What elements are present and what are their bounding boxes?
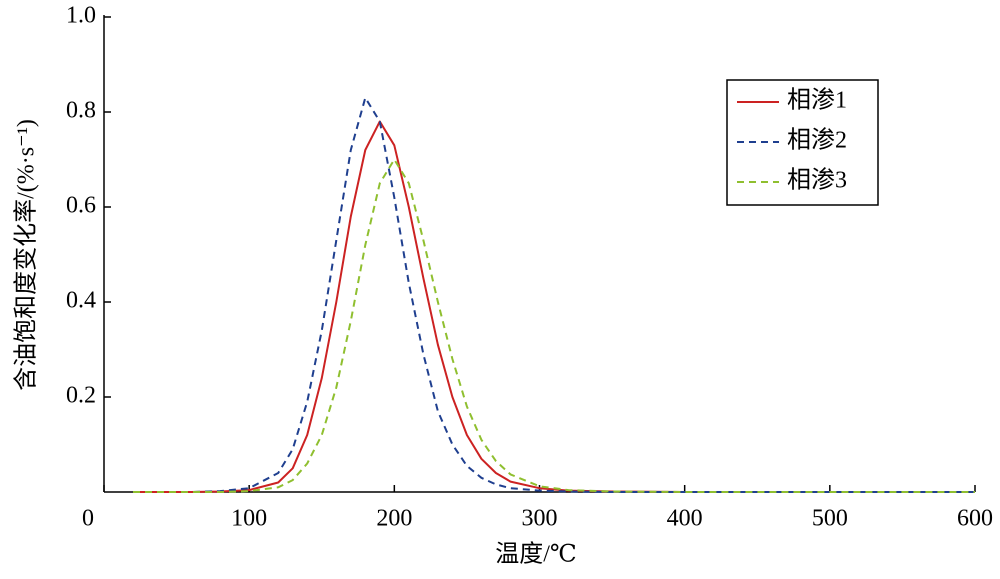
series-line (133, 120, 975, 493)
x-tick-label: 400 (667, 506, 703, 532)
x-tick-label: 100 (231, 506, 267, 532)
x-tick-label: 0 (82, 506, 94, 532)
x-axis-label: 温度/℃ (495, 541, 577, 568)
y-axis-label: 含油饱和度变化率/(%·s⁻¹) (13, 119, 40, 391)
x-tick-label: 600 (957, 506, 993, 532)
series-line (133, 96, 975, 493)
y-tick-label: 0.8 (66, 98, 96, 124)
y-tick-label: 0.6 (66, 193, 96, 219)
x-tick-label: 300 (522, 506, 558, 532)
y-tick-label: 1.0 (66, 3, 96, 29)
x-tick-label: 200 (376, 506, 412, 532)
y-tick-label: 0.4 (66, 288, 96, 314)
legend-label: 相渗1 (787, 87, 847, 114)
series-line (133, 158, 975, 493)
legend-label: 相渗2 (787, 127, 847, 154)
x-tick-label: 500 (812, 506, 848, 532)
legend-label: 相渗3 (787, 167, 847, 194)
y-tick-label: 0.2 (66, 383, 96, 409)
